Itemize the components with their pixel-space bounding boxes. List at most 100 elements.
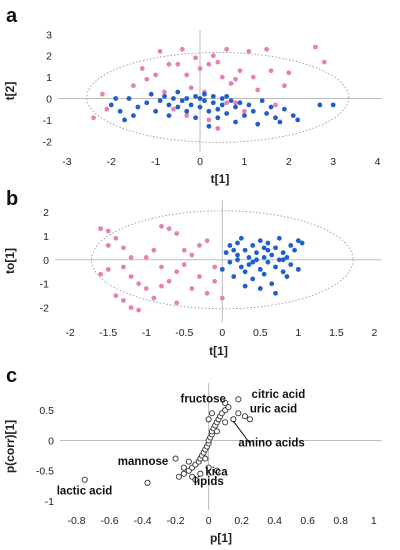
- chart-c-loading-point: [205, 416, 212, 423]
- chart-c-y-tick: -1: [45, 496, 54, 508]
- chart-b-point-group-b: [288, 243, 294, 248]
- chart-a-point-group-a: [219, 74, 225, 80]
- chart-a-x-tick: 0: [197, 156, 203, 168]
- chart-a-point-group-b: [215, 115, 221, 121]
- chart-c-x-tick: 0.8: [333, 515, 348, 527]
- chart-b-x-tick: -1.5: [99, 327, 117, 339]
- chart-b-x-tick: 0.5: [253, 327, 268, 339]
- chart-c-loading-point: [172, 455, 179, 462]
- chart-a-point-group-a: [281, 83, 287, 89]
- chart-c-annotation-label: uric acid: [250, 404, 297, 416]
- chart-a-point-group-a: [184, 113, 190, 119]
- chart-b-point-group-a: [219, 295, 225, 301]
- chart-a-point-group-b: [246, 102, 252, 108]
- chart-b-x-tick: -1: [142, 327, 151, 339]
- chart-a-panel-label: a: [6, 5, 18, 27]
- chart-a-point-group-a: [139, 66, 145, 71]
- chart-a-point-group-b: [113, 96, 119, 101]
- chart-a-point-group-b: [228, 98, 234, 104]
- chart-a-point-group-a: [268, 68, 274, 74]
- chart-b-point-group-b: [292, 247, 297, 253]
- chart-a-point-group-a: [250, 74, 256, 80]
- chart-a-point-group-b: [259, 98, 265, 104]
- chart-b-point-group-a: [204, 290, 210, 296]
- chart-b-point-group-a: [98, 226, 104, 232]
- chart-b-point-group-a: [204, 238, 210, 244]
- chart-a-point-group-b: [193, 115, 198, 121]
- chart-c-loading-point: [235, 396, 242, 403]
- chart-a-point-group-a: [153, 72, 159, 78]
- chart-a-point-group-b: [188, 102, 194, 108]
- chart-c-loading-point: [241, 413, 248, 420]
- chart-a-point-group-b: [117, 108, 123, 114]
- chart-b-point-group-a: [136, 281, 142, 287]
- chart-c-loading-point: [205, 464, 212, 471]
- chart-b-point-group-a: [159, 264, 164, 270]
- chart-c-x-tick: 0: [206, 515, 212, 527]
- chart-a-y-tick: 3: [46, 29, 52, 41]
- chart-c-annotation-label: mannose: [118, 456, 168, 468]
- chart-c-loading-point: [222, 399, 229, 407]
- chart-b-point-group-a: [128, 255, 134, 260]
- chart-b-point-group-b: [227, 243, 233, 248]
- chart-c-x-tick: 1: [371, 515, 377, 527]
- chart-c-loading-point: [213, 428, 220, 435]
- chart-a-point-group-a: [273, 102, 278, 108]
- chart-a-point-group-a: [233, 76, 238, 82]
- chart-a-point-group-a: [104, 106, 110, 112]
- chart-b-x-tick: 2: [371, 327, 377, 339]
- chart-a-point-group-b: [295, 117, 301, 123]
- chart-a-point-group-b: [153, 108, 159, 114]
- chart-b-point-group-b: [269, 252, 275, 258]
- chart-a-point-group-b: [170, 96, 176, 101]
- chart-b-point-group-b: [231, 247, 237, 253]
- chart-a-point-group-a: [246, 49, 252, 54]
- chart-b-point-group-b: [250, 243, 256, 248]
- chart-a-point-group-b: [233, 104, 238, 110]
- chart-c-x-tick: 0.4: [267, 515, 282, 527]
- chart-c-loading-point: [175, 473, 182, 480]
- chart-b-point-group-b: [288, 262, 294, 267]
- chart-c-x-tick: -0.6: [100, 515, 118, 527]
- chart-b-point-group-a: [181, 247, 187, 253]
- chart-b-point-group-b: [246, 255, 252, 260]
- chart-a-point-group-b: [233, 119, 238, 125]
- chart-a-y-tick: 1: [46, 72, 52, 84]
- chart-a-confidence-ellipse: [86, 52, 350, 143]
- chart-c-x-tick: 0.6: [300, 515, 315, 527]
- chart-c-loading-point: [213, 467, 220, 474]
- chart-c-annotation-label: kica: [205, 467, 228, 479]
- chart-b-point-group-b: [227, 259, 233, 265]
- chart-b-y-tick: 2: [43, 207, 49, 219]
- chart-b-point-group-b: [238, 235, 244, 241]
- chart-c-loading-point: [246, 416, 253, 423]
- chart-a-point-group-b: [184, 96, 190, 101]
- chart-b-point-group-b: [295, 238, 301, 244]
- chart-b-point-group-b: [273, 264, 278, 270]
- chart-b-point-group-b: [242, 283, 248, 289]
- chart-a-point-group-a: [313, 44, 318, 50]
- chart-b-y-tick: -1: [40, 279, 49, 291]
- chart-a-point-group-a: [215, 126, 221, 131]
- chart-b-x-axis-label: t[1]: [209, 344, 228, 358]
- chart-b-point-group-a: [166, 226, 172, 232]
- chart-b-point-group-a: [197, 243, 202, 248]
- chart-b-point-group-a: [128, 274, 134, 279]
- chart-a-point-group-b: [290, 113, 296, 119]
- chart-c-annotation-label: citric acid: [252, 389, 306, 401]
- chart-b-point-group-b: [231, 274, 237, 279]
- chart-a-x-tick: -1: [151, 156, 160, 168]
- chart-c-loading-point: [197, 470, 204, 477]
- chart-a-point-group-a: [224, 46, 230, 52]
- chart-a-point-group-b: [175, 104, 181, 110]
- chart-a-point-group-b: [184, 108, 190, 114]
- chart-b-point-group-b: [265, 259, 271, 265]
- chart-a-point-group-b: [206, 108, 212, 114]
- chart-b-x-tick: 1: [295, 327, 301, 339]
- chart-a-point-group-a: [193, 55, 198, 61]
- chart-c-y-tick: 0.5: [39, 405, 54, 417]
- chart-b-point-group-b: [280, 250, 286, 256]
- chart-a-y-tick: 2: [46, 51, 52, 63]
- chart-b-point-group-a: [128, 305, 134, 311]
